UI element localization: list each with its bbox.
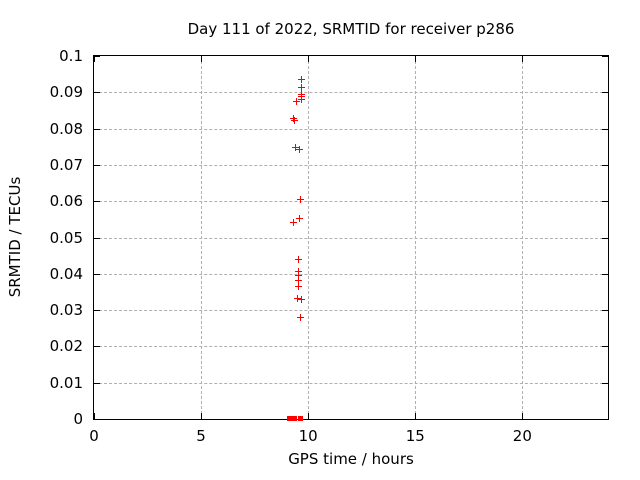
gridline-y xyxy=(94,382,608,384)
y-tick-mark xyxy=(602,201,608,203)
data-point-plus xyxy=(296,146,304,154)
data-point-plus xyxy=(297,75,305,83)
data-point-plus xyxy=(291,116,299,124)
gridline-y xyxy=(94,346,608,348)
x-tick-mark xyxy=(415,413,417,419)
y-tick-mark xyxy=(94,92,100,94)
data-point-plus xyxy=(294,295,302,303)
y-tick-mark xyxy=(602,346,608,348)
gridline-y xyxy=(94,201,608,203)
data-point-square xyxy=(292,416,298,421)
x-tick-label: 10 xyxy=(298,427,318,445)
plot-area xyxy=(93,55,609,421)
y-tick-label: 0.09 xyxy=(49,83,83,102)
x-tick-mark xyxy=(522,413,524,419)
gridline-y xyxy=(94,92,608,94)
y-tick-mark xyxy=(94,164,100,166)
y-tick-label: 0.07 xyxy=(49,155,83,174)
data-point-plus xyxy=(295,214,303,222)
x-tick-mark xyxy=(201,56,203,62)
y-tick-label: 0 xyxy=(73,410,83,428)
data-point-plus xyxy=(294,256,302,264)
y-tick-mark xyxy=(94,237,100,239)
x-tick-label: 0 xyxy=(89,427,99,445)
x-axis-label: GPS time / hours xyxy=(288,450,414,468)
y-tick-label: 0.02 xyxy=(49,337,83,356)
y-tick-mark xyxy=(94,201,100,203)
y-tick-mark xyxy=(94,310,100,312)
y-tick-mark xyxy=(94,128,100,130)
data-point-plus xyxy=(294,271,302,279)
gridline-y xyxy=(94,237,608,239)
data-point-plus xyxy=(294,267,302,275)
y-tick-label: 0.1 xyxy=(59,47,83,65)
x-tick-mark xyxy=(308,413,310,419)
y-tick-mark xyxy=(602,273,608,275)
y-tick-mark xyxy=(602,382,608,384)
data-point-plus xyxy=(296,313,304,321)
y-tick-mark xyxy=(94,419,100,420)
gridline-y xyxy=(94,273,608,275)
gridline-y xyxy=(94,164,608,166)
data-point-plus xyxy=(289,219,297,227)
x-tick-mark xyxy=(94,56,95,62)
y-tick-mark xyxy=(602,237,608,239)
x-tick-label: 15 xyxy=(405,427,425,445)
y-tick-mark xyxy=(94,382,100,384)
y-tick-mark xyxy=(602,92,608,94)
data-point-plus xyxy=(294,277,302,285)
data-point-plus xyxy=(297,95,305,103)
x-tick-mark xyxy=(522,56,524,62)
y-tick-mark xyxy=(602,56,608,57)
x-tick-mark xyxy=(94,413,95,419)
data-point-square xyxy=(287,416,293,421)
x-tick-label: 20 xyxy=(512,427,532,445)
data-point-plus xyxy=(291,144,299,152)
y-tick-mark xyxy=(602,419,608,420)
x-tick-mark xyxy=(415,56,417,62)
y-axis-label: SRMTID / TECUs xyxy=(6,176,24,298)
y-tick-label: 0.06 xyxy=(49,192,83,211)
data-point-plus xyxy=(290,115,298,123)
y-tick-mark xyxy=(94,56,100,57)
y-tick-mark xyxy=(602,310,608,312)
data-point-plus xyxy=(296,196,304,204)
gridline-y xyxy=(94,310,608,312)
data-point-plus xyxy=(297,295,305,303)
chart-title: Day 111 of 2022, SRMTID for receiver p28… xyxy=(187,20,515,38)
gridline-y xyxy=(94,128,608,130)
y-tick-mark xyxy=(94,346,100,348)
y-tick-label: 0.01 xyxy=(49,373,83,392)
x-tick-mark xyxy=(308,56,310,62)
x-tick-label: 5 xyxy=(196,427,206,445)
data-point-square xyxy=(297,416,303,421)
y-tick-mark xyxy=(94,273,100,275)
y-tick-label: 0.05 xyxy=(49,228,83,247)
data-point-plus xyxy=(293,98,301,106)
y-tick-mark xyxy=(602,164,608,166)
y-tick-label: 0.03 xyxy=(49,301,83,320)
y-tick-label: 0.04 xyxy=(49,264,83,283)
y-tick-mark xyxy=(602,128,608,130)
y-tick-label: 0.08 xyxy=(49,119,83,138)
data-point-plus xyxy=(297,84,305,92)
x-tick-mark xyxy=(201,413,203,419)
data-point-plus xyxy=(294,282,302,290)
